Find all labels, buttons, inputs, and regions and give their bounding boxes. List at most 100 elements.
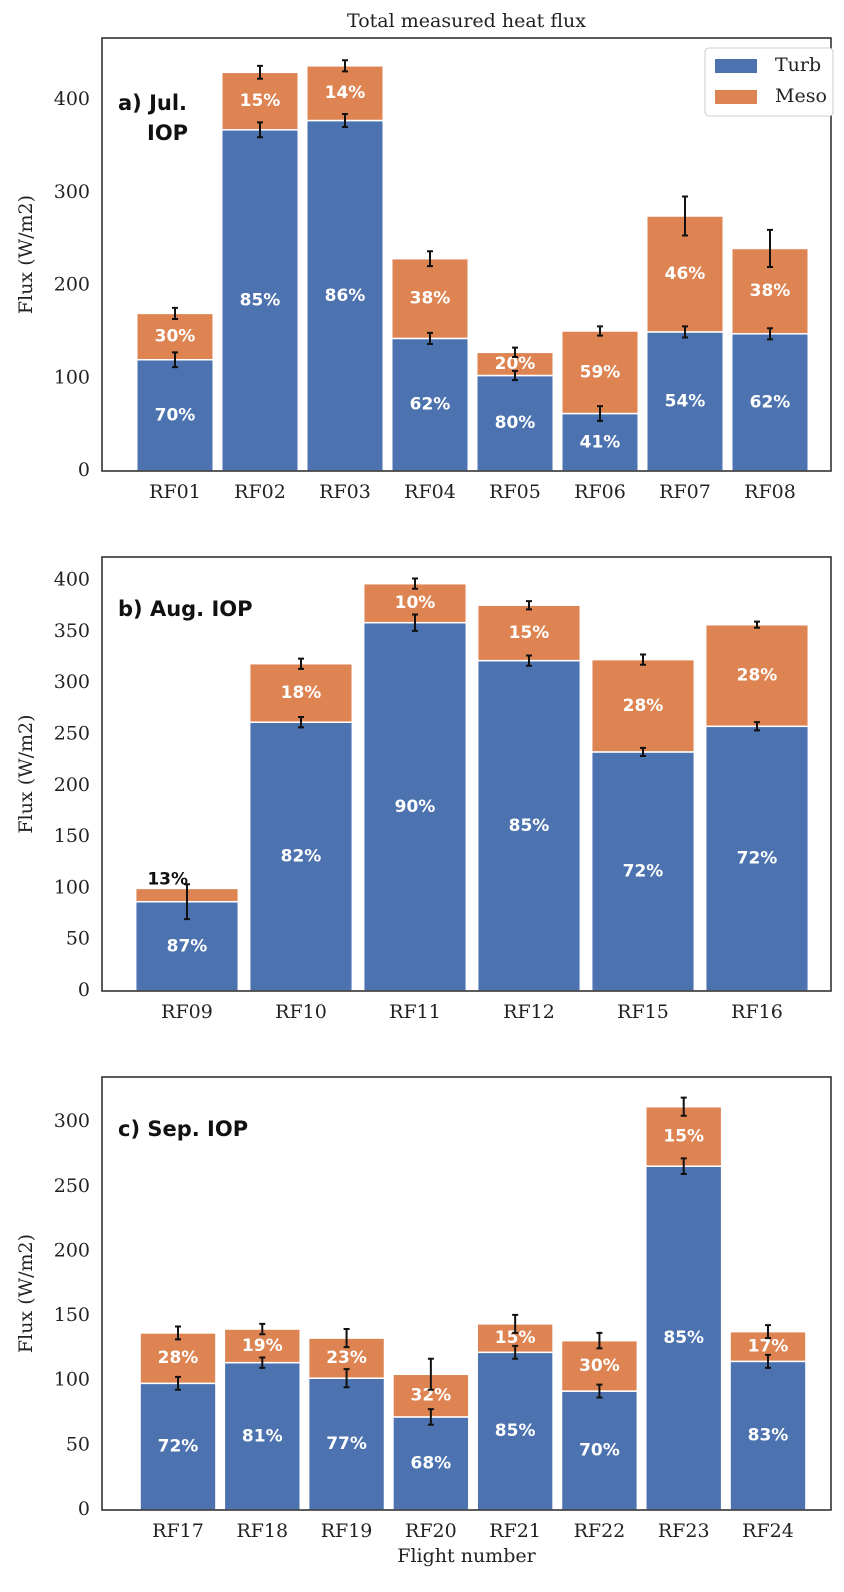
bar-segment <box>561 412 639 472</box>
bar-label: 19% <box>242 1336 283 1356</box>
error-bar <box>512 1313 519 1334</box>
error-bar <box>427 1408 434 1426</box>
bar-segment <box>139 1382 217 1511</box>
bar-label: 62% <box>750 392 791 412</box>
bar-label: 72% <box>158 1437 199 1457</box>
panel-label: c) Sep. IOP <box>118 1117 248 1141</box>
error-bar <box>596 1383 603 1399</box>
bar-label: 85% <box>509 816 550 836</box>
x-tick-label: RF09 <box>161 1001 213 1023</box>
error-bar <box>682 325 688 339</box>
y-tick-label: 0 <box>78 459 90 481</box>
chart-title: Total measured heat flux <box>347 10 586 32</box>
panel-label: a) Jul. <box>118 91 187 115</box>
error-bar <box>184 883 190 921</box>
bar-label: 28% <box>737 666 778 686</box>
x-tick-label: RF24 <box>742 1520 794 1542</box>
bar-label: 28% <box>623 696 664 716</box>
error-bar <box>765 1324 771 1340</box>
error-bar <box>343 1328 350 1349</box>
bar-label: 80% <box>495 413 536 433</box>
bar-segment <box>392 1416 470 1511</box>
error-bar <box>640 746 646 758</box>
y-tick-label: 300 <box>54 671 90 693</box>
x-tick-label: RF21 <box>489 1520 541 1542</box>
bar-label: 85% <box>663 1328 704 1348</box>
plot-frame <box>101 1076 832 1511</box>
bar-segment <box>731 333 809 472</box>
x-tick-label: RF03 <box>319 481 371 503</box>
bar-label: 38% <box>410 289 451 309</box>
bar-label: 13% <box>147 869 188 889</box>
y-tick-label: 350 <box>54 620 90 642</box>
legend-swatch <box>715 90 757 104</box>
bar-label: 77% <box>326 1434 367 1454</box>
y-tick-label: 200 <box>54 274 90 296</box>
x-tick-label: RF16 <box>731 1001 783 1023</box>
x-tick-label: RF19 <box>321 1520 373 1542</box>
panel-label: b) Aug. IOP <box>118 597 253 621</box>
bar-label: 15% <box>495 1328 536 1348</box>
error-bar <box>765 1353 771 1369</box>
bar-label: 82% <box>281 847 322 867</box>
x-tick-label: RF15 <box>617 1001 669 1023</box>
plot-frame <box>101 37 832 472</box>
bar-label: 72% <box>737 849 778 869</box>
bar-label: 32% <box>411 1386 452 1406</box>
x-tick-label: RF08 <box>744 481 796 503</box>
bar-label: 59% <box>580 362 621 382</box>
plot-frame <box>101 556 832 992</box>
error-bar <box>259 1356 266 1369</box>
bar-label: 87% <box>167 936 208 956</box>
error-bar <box>680 1096 687 1117</box>
bar-label: 23% <box>326 1348 367 1368</box>
x-tick-label: RF22 <box>574 1520 626 1542</box>
error-bar <box>597 325 603 337</box>
x-tick-label: RF11 <box>389 1001 441 1023</box>
error-bar <box>298 657 304 670</box>
legend-label: Meso <box>775 85 827 107</box>
bar-segment <box>221 129 299 472</box>
x-tick-label: RF02 <box>234 481 286 503</box>
bar-segment <box>476 604 582 662</box>
y-tick-label: 150 <box>54 825 90 847</box>
bar-label: 20% <box>495 354 536 374</box>
x-tick-label: RF04 <box>404 481 456 503</box>
y-axis-label: Flux (W/m2) <box>15 195 37 314</box>
error-bar <box>172 306 178 320</box>
x-tick-label: RF06 <box>574 481 626 503</box>
y-axis-label: Flux (W/m2) <box>15 1234 37 1353</box>
bar-label: 81% <box>242 1426 283 1446</box>
error-bar <box>342 113 348 129</box>
y-tick-label: 100 <box>54 876 90 898</box>
bar-label: 70% <box>155 405 196 425</box>
bar-label: 38% <box>750 281 791 301</box>
bar-segment <box>136 358 214 472</box>
legend-label: Turb <box>775 54 821 76</box>
bar-label: 83% <box>748 1426 789 1446</box>
bar-label: 85% <box>495 1421 536 1441</box>
legend-swatch <box>715 59 757 73</box>
error-bar <box>175 1375 181 1391</box>
bar-segment <box>561 330 639 415</box>
error-bar <box>427 331 433 345</box>
y-tick-label: 200 <box>54 1239 90 1261</box>
error-bar <box>259 1322 266 1336</box>
bar-label: 18% <box>281 683 322 703</box>
error-bar <box>175 1325 181 1341</box>
x-tick-label: RF10 <box>275 1001 327 1023</box>
y-tick-label: 0 <box>78 1498 90 1520</box>
bar-label: 68% <box>411 1453 452 1473</box>
error-bar <box>343 1368 350 1389</box>
error-bar <box>427 1357 434 1391</box>
y-tick-label: 100 <box>54 366 90 388</box>
bar-label: 30% <box>155 327 196 347</box>
y-tick-label: 250 <box>54 1175 90 1197</box>
x-tick-label: RF05 <box>489 481 541 503</box>
error-bar <box>597 405 603 422</box>
error-bar <box>412 613 418 632</box>
error-bar <box>512 369 518 382</box>
error-bar <box>412 577 418 590</box>
x-tick-label: RF18 <box>236 1520 288 1542</box>
